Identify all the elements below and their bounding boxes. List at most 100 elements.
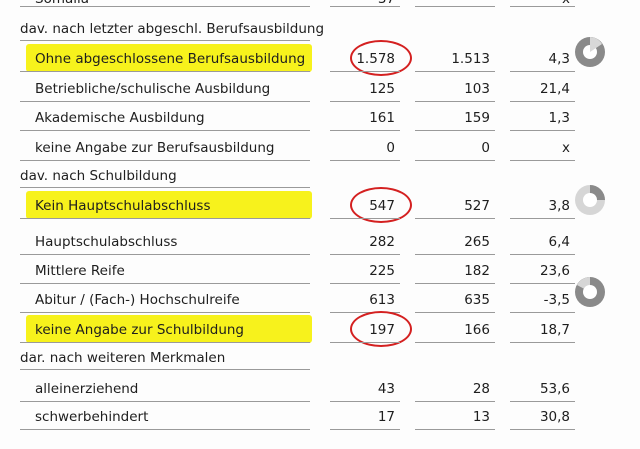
cell-value: 225 [369, 263, 395, 279]
row-rule [510, 283, 575, 284]
row-rule [20, 369, 310, 370]
row-rule [330, 101, 400, 102]
row-rule [20, 71, 310, 72]
row-rule [20, 6, 310, 7]
cell-value: 161 [369, 110, 395, 126]
row-label: Mittlere Reife [35, 263, 125, 279]
cell-value: 37 [300, 0, 395, 8]
cell-value: 28 [472, 381, 490, 397]
row-rule [510, 101, 575, 102]
cell-value: 103 [464, 81, 490, 97]
row-rule [20, 342, 310, 343]
cell-value: 182 [464, 263, 490, 279]
row-rule [20, 40, 310, 41]
row-rule [20, 312, 310, 313]
row-rule [20, 254, 310, 255]
highlight [26, 191, 312, 219]
cell-value: 159 [464, 110, 490, 126]
cell-value: 17 [377, 409, 395, 425]
row-label: Akademische Ausbildung [35, 110, 205, 126]
cell-value: x [470, 0, 570, 8]
row-rule [20, 401, 310, 402]
red-circle [350, 40, 412, 76]
row-rule [415, 218, 495, 219]
row-rule [510, 312, 575, 313]
row-rule [20, 283, 310, 284]
row-rule [510, 160, 575, 161]
cell-value: 53,6 [539, 381, 570, 397]
row-rule [415, 312, 495, 313]
section-title: dav. nach Schulbildung [20, 168, 177, 184]
row-rule [415, 71, 495, 72]
row-rule [510, 342, 575, 343]
cell-value: 1.513 [451, 51, 490, 67]
cell-value: 18,7 [539, 322, 570, 338]
row-rule [20, 218, 310, 219]
row-label: keine Angabe zur Berufsausbildung [35, 140, 275, 156]
cell-value: 527 [464, 198, 490, 214]
cell-value: 13 [472, 409, 490, 425]
row-label: Somalia [35, 0, 89, 8]
row-rule [510, 401, 575, 402]
row-label: alleinerziehend [35, 381, 139, 397]
row-rule [415, 254, 495, 255]
row-rule [330, 71, 400, 72]
cell-value: 166 [464, 322, 490, 338]
row-rule [330, 218, 400, 219]
row-rule [20, 130, 310, 131]
row-rule [330, 283, 400, 284]
row-rule [20, 160, 310, 161]
row-rule [20, 187, 310, 188]
row-rule [330, 6, 400, 7]
cell-value: 6,4 [548, 234, 570, 250]
row-rule [510, 6, 575, 7]
highlight [26, 315, 312, 343]
cell-value: 4,3 [548, 51, 570, 67]
row-rule [330, 342, 400, 343]
row-rule [330, 130, 400, 131]
section-title: dav. nach letzter abgeschl. Berufsausbil… [20, 21, 325, 37]
row-rule [415, 401, 495, 402]
cell-value: x [562, 140, 570, 156]
row-rule [415, 6, 495, 7]
row-label: Ohne abgeschlossene Berufsausbildung [35, 51, 306, 67]
row-rule [510, 71, 575, 72]
row-label: schwerbehindert [35, 409, 149, 425]
section-title: dar. nach weiteren Merkmalen [20, 350, 226, 366]
cell-value: 125 [369, 81, 395, 97]
highlight [26, 44, 312, 72]
row-rule [415, 101, 495, 102]
red-circle [350, 187, 412, 223]
row-rule [415, 342, 495, 343]
row-rule [330, 254, 400, 255]
pie-icon [575, 37, 605, 67]
row-label: Kein Hauptschulabschluss [35, 198, 211, 214]
red-circle [350, 311, 412, 347]
row-rule [415, 130, 495, 131]
row-rule [330, 401, 400, 402]
cell-value: 30,8 [539, 409, 570, 425]
cell-value: 635 [464, 292, 490, 308]
row-rule [415, 429, 495, 430]
cell-value: 265 [464, 234, 490, 250]
cell-value: 613 [369, 292, 395, 308]
cell-value: 1.578 [356, 51, 395, 67]
cell-value: 23,6 [539, 263, 570, 279]
row-rule [20, 429, 310, 430]
cell-value: 21,4 [539, 81, 570, 97]
cell-value: 0 [481, 140, 490, 156]
cell-value: 3,8 [548, 198, 570, 214]
row-rule [415, 283, 495, 284]
row-rule [415, 160, 495, 161]
cell-value: 282 [369, 234, 395, 250]
cell-value: 43 [377, 381, 395, 397]
cell-value: 1,3 [548, 110, 570, 126]
row-rule [20, 101, 310, 102]
cell-value: -3,5 [543, 292, 570, 308]
row-rule [510, 130, 575, 131]
pie-icon [575, 277, 605, 307]
row-rule [330, 429, 400, 430]
cell-value: 0 [386, 140, 395, 156]
row-rule [330, 160, 400, 161]
